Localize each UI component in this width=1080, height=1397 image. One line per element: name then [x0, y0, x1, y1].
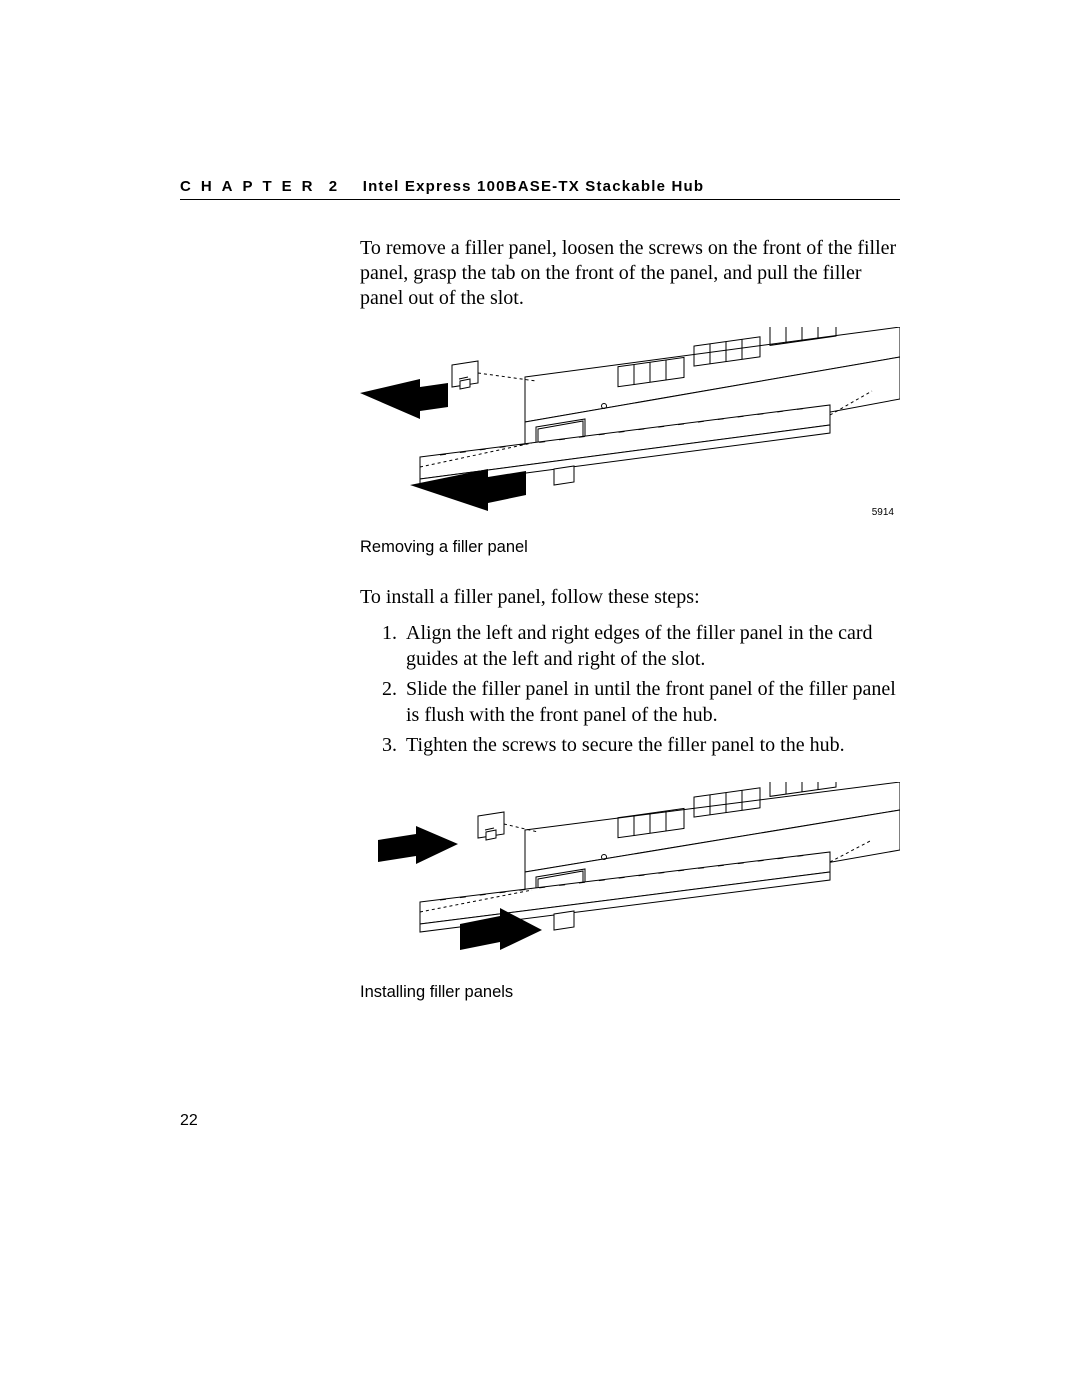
- figure-ref: 5914: [872, 507, 894, 518]
- step-3: Tighten the screws to secure the filler …: [402, 732, 900, 758]
- page-header: CHAPTER 2 Intel Express 100BASE-TX Stack…: [180, 178, 900, 200]
- step-1: Align the left and right edges of the fi…: [402, 620, 900, 672]
- figure1-caption: Removing a filler panel: [360, 538, 900, 557]
- chapter-label: CHAPTER: [180, 178, 325, 195]
- main-content: To remove a filler panel, loosen the scr…: [360, 236, 900, 1002]
- figure-install-filler-panel: Installing filler panels: [360, 782, 900, 1002]
- steps-list: Align the left and right edges of the fi…: [360, 620, 900, 758]
- chapter-title: Intel Express 100BASE-TX Stackable Hub: [363, 178, 705, 195]
- steps-intro: To install a filler panel, follow these …: [360, 585, 900, 610]
- step-2: Slide the filler panel in until the fron…: [402, 676, 900, 728]
- figure-remove-filler-panel: 5914 Removing a filler panel: [360, 327, 900, 557]
- page-number: 22: [180, 1112, 198, 1130]
- chapter-number: 2: [329, 178, 359, 195]
- figure2-caption: Installing filler panels: [360, 983, 900, 1002]
- intro-paragraph: To remove a filler panel, loosen the scr…: [360, 236, 900, 311]
